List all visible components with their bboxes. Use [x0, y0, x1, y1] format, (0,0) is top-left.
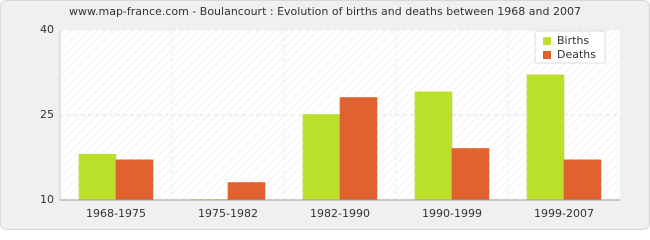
- legend-swatch: [543, 51, 551, 59]
- chart: www.map-france.com - Boulancourt : Evolu…: [0, 0, 650, 230]
- bar: [302, 114, 341, 201]
- x-tick-label: 1968-1975: [86, 207, 146, 220]
- x-tick-label: 1975-1982: [198, 207, 258, 220]
- bar: [526, 74, 565, 201]
- y-tick-label: 25: [40, 108, 54, 121]
- bar: [339, 97, 378, 201]
- y-tick-label: 40: [40, 23, 54, 36]
- bar: [78, 153, 117, 201]
- bar: [414, 91, 453, 201]
- legend-label: Deaths: [557, 48, 596, 61]
- chart-title: www.map-france.com - Boulancourt : Evolu…: [69, 5, 581, 18]
- x-tick-label: 1999-2007: [534, 207, 594, 220]
- bar: [115, 159, 154, 201]
- legend-swatch: [543, 37, 551, 45]
- bar: [451, 148, 490, 201]
- y-tick-label: 10: [40, 193, 54, 206]
- legend-label: Births: [557, 34, 589, 47]
- bar: [563, 159, 602, 201]
- x-tick-label: 1990-1999: [422, 207, 482, 220]
- bar: [227, 182, 266, 201]
- x-tick-label: 1982-1990: [310, 207, 370, 220]
